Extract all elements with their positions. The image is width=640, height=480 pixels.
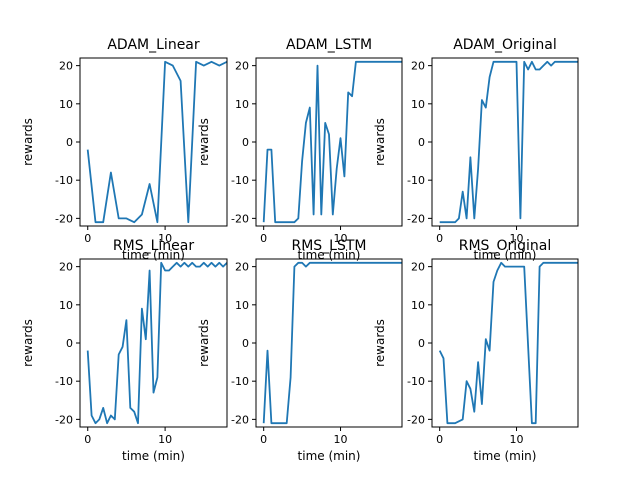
y-tick-label: 10 [59,98,73,111]
y-tick-label: 0 [242,136,249,149]
x-tick-label: 10 [510,232,524,245]
x-tick-label: 0 [84,433,91,446]
data-line [86,60,227,224]
y-tick-label: 20 [235,60,249,73]
y-tick-label: 10 [411,98,425,111]
y-tick-label: 0 [242,337,249,350]
y-tick-label: 10 [411,299,425,312]
subplot-title: ADAM_Linear [107,37,200,53]
x-tick-label: 0 [260,433,267,446]
x-axis-label: time (min) [474,449,537,463]
y-tick-label: -20 [407,212,425,225]
data-line [262,60,402,224]
y-tick-label: 10 [59,299,73,312]
y-axis-label: rewards [21,319,35,367]
y-tick-label: -20 [55,212,73,225]
x-tick-label: 0 [260,232,267,245]
data-line [86,261,227,425]
subplot-title: RMS_LSTM [291,238,366,254]
y-tick-label: 20 [411,261,425,274]
y-axis-label: rewards [197,319,211,367]
subplot-title: ADAM_LSTM [286,37,372,53]
y-tick-label: 20 [59,60,73,73]
x-tick-label: 10 [158,232,172,245]
y-axis-label: rewards [373,118,387,166]
x-tick-label: 0 [84,232,91,245]
y-tick-label: -20 [55,413,73,426]
x-tick-label: 0 [436,232,443,245]
x-tick-label: 10 [158,433,172,446]
subplot-title: RMS_Linear [113,238,194,254]
subplot-title: ADAM_Original [453,37,557,53]
y-tick-label: 20 [411,60,425,73]
y-tick-label: -10 [55,174,73,187]
x-tick-label: 10 [334,433,348,446]
axes-frame [431,258,579,428]
data-line [439,60,578,224]
x-tick-label: 10 [510,433,524,446]
y-tick-label: 20 [235,261,249,274]
y-tick-label: -10 [407,174,425,187]
y-tick-label: 0 [66,337,73,350]
y-tick-label: 20 [59,261,73,274]
y-tick-label: -20 [231,413,249,426]
data-line [262,261,402,425]
y-tick-label: 0 [418,136,425,149]
y-axis-label: rewards [373,319,387,367]
y-tick-label: -10 [231,174,249,187]
y-axis-label: rewards [197,118,211,166]
axes-frame [431,57,579,227]
y-axis-label: rewards [21,118,35,166]
y-tick-label: -10 [231,375,249,388]
x-tick-label: 0 [436,433,443,446]
x-axis-label: time (min) [298,449,361,463]
y-tick-label: -10 [407,375,425,388]
x-tick-label: 10 [334,232,348,245]
y-tick-label: -20 [231,212,249,225]
y-tick-label: 10 [235,98,249,111]
y-tick-label: -10 [55,375,73,388]
data-line [438,261,578,425]
y-tick-label: 10 [235,299,249,312]
y-tick-label: 0 [66,136,73,149]
x-axis-label: time (min) [122,449,185,463]
y-tick-label: 0 [418,337,425,350]
subplot-title: RMS_Original [459,238,551,254]
y-tick-label: -20 [407,413,425,426]
